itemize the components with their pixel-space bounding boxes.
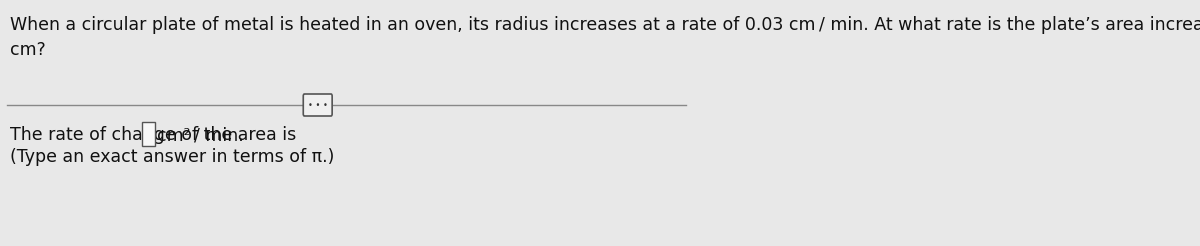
Text: (Type an exact answer in terms of π.): (Type an exact answer in terms of π.) xyxy=(11,148,335,166)
Text: cm?: cm? xyxy=(11,41,46,59)
Text: • • •: • • • xyxy=(307,101,328,109)
FancyBboxPatch shape xyxy=(304,94,332,116)
FancyBboxPatch shape xyxy=(142,122,155,146)
Text: When a circular plate of metal is heated in an oven, its radius increases at a r: When a circular plate of metal is heated… xyxy=(11,16,1200,34)
Text: The rate of change of the area is: The rate of change of the area is xyxy=(11,126,296,144)
Text: cm² / min.: cm² / min. xyxy=(157,126,244,144)
